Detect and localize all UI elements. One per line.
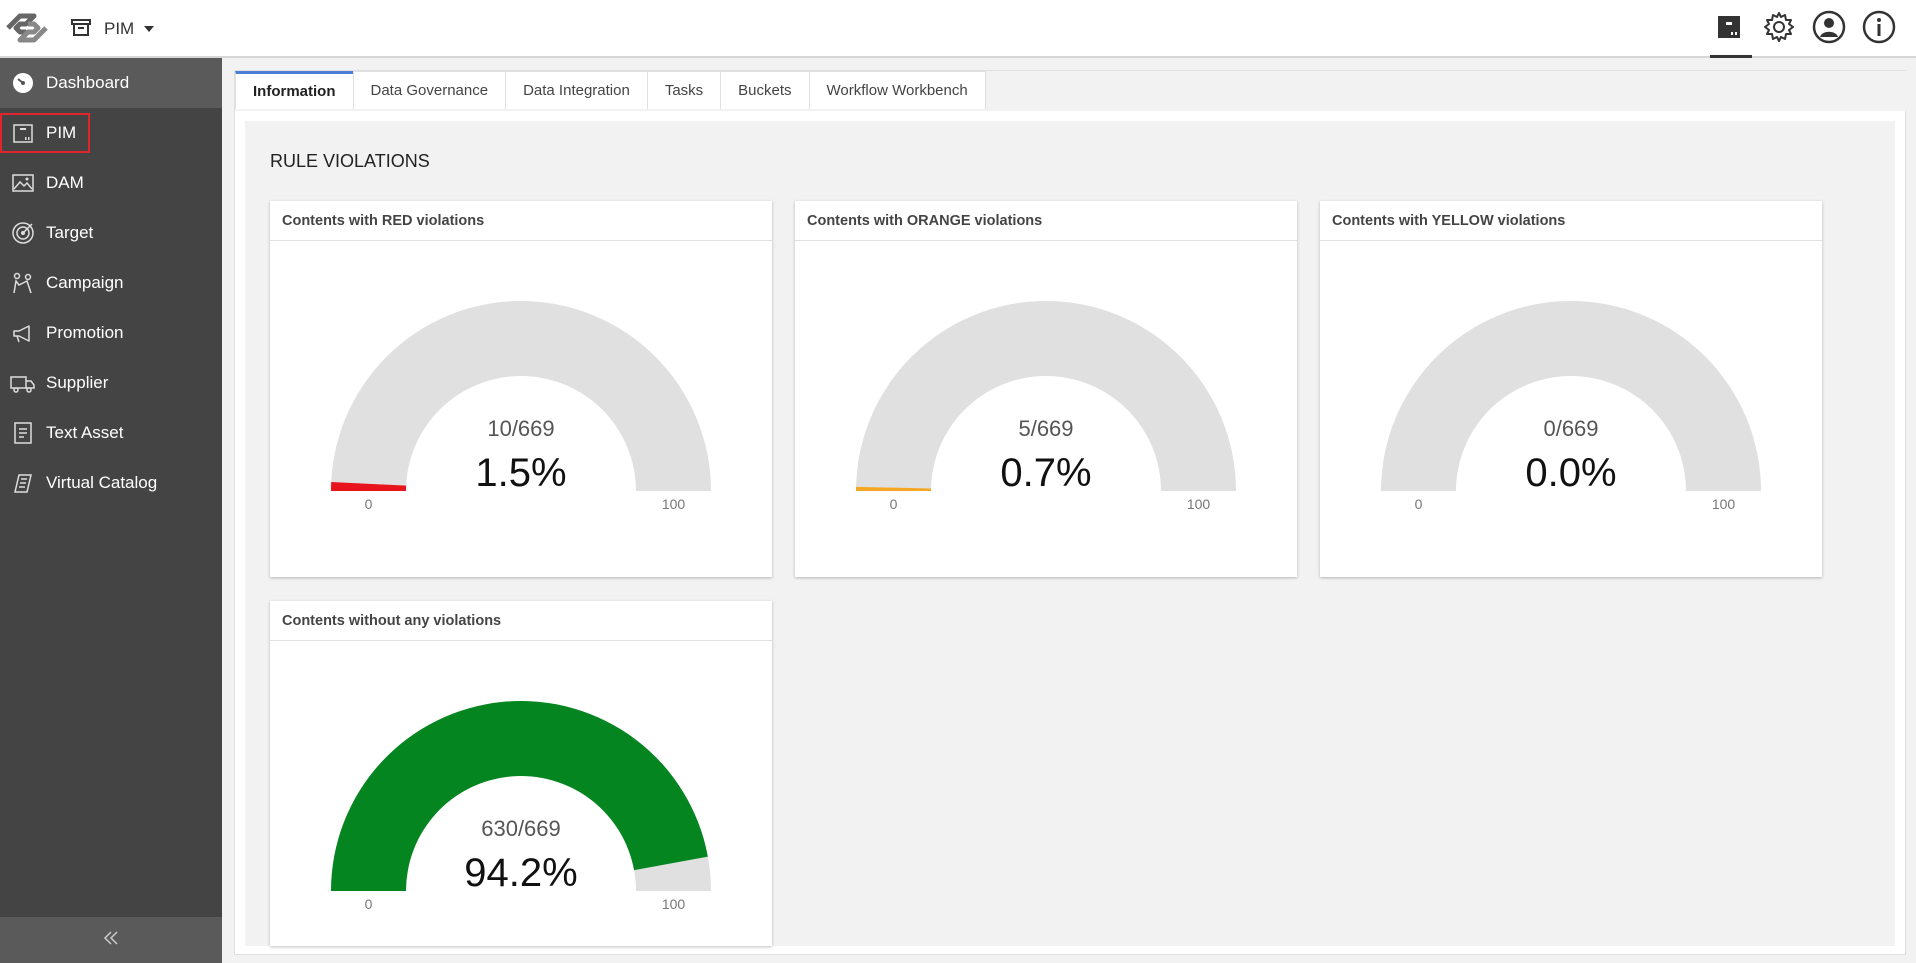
document-icon xyxy=(10,420,36,446)
sidebar-item-label: Promotion xyxy=(46,323,124,342)
catalog-icon xyxy=(10,470,36,496)
speedometer-icon xyxy=(10,70,36,96)
gauge-chart-yellow: 0/669 0.0% 0 100 xyxy=(1381,301,1761,512)
tab-tasks[interactable]: Tasks xyxy=(646,71,722,109)
gauge-card-title: Contents without any violations xyxy=(270,601,772,641)
sidebar-item-text-asset[interactable]: Text Asset xyxy=(0,408,222,458)
info-button[interactable] xyxy=(1860,0,1898,58)
gauge-track xyxy=(1381,301,1761,491)
sidebar-item-promotion[interactable]: Promotion xyxy=(0,308,222,358)
box-icon xyxy=(70,17,92,42)
user-profile-button[interactable] xyxy=(1810,0,1848,58)
company-logo-icon[interactable] xyxy=(4,8,50,48)
box-icon xyxy=(1715,13,1743,46)
gauge-chart-no-violations: 630/669 94.2% 0 100 xyxy=(331,701,711,912)
tab-data-integration[interactable]: Data Integration xyxy=(505,71,648,109)
user-icon xyxy=(1812,10,1846,49)
gauge-max-label: 100 xyxy=(1712,496,1736,512)
tab-workflow-workbench[interactable]: Workflow Workbench xyxy=(808,71,986,109)
sidebar-item-label: Virtual Catalog xyxy=(46,473,158,492)
gauge-card-title: Contents with ORANGE violations xyxy=(795,201,1297,241)
gauge-card-orange: Contents with ORANGE violations 5/669 0.7… xyxy=(795,201,1297,577)
gauge-card-yellow: Contents with YELLOW violations 0/669 0.0… xyxy=(1320,201,1822,577)
app-switcher-dropdown[interactable]: PIM xyxy=(70,14,155,44)
main-panel: Information Data Governance Data Integra… xyxy=(234,70,1907,955)
gauge-chart-orange: 5/669 0.7% 0 100 xyxy=(856,301,1236,512)
app-switcher-label: PIM xyxy=(104,19,135,38)
rule-violations-content: RULE VIOLATIONS Contents with RED violat… xyxy=(245,121,1895,946)
gauge-max-label: 100 xyxy=(662,896,686,912)
sidebar-item-label: Campaign xyxy=(46,273,124,292)
gauge-card-no-violations: Contents without any violations 630/669 9… xyxy=(270,601,772,946)
target-icon xyxy=(10,220,36,246)
sidebar-item-supplier[interactable]: Supplier xyxy=(0,358,222,408)
gauge-percent-label: 1.5% xyxy=(475,451,566,495)
campaign-icon xyxy=(10,270,36,296)
gauge-chart-red: 10/669 1.5% 0 100 xyxy=(331,301,711,512)
truck-icon xyxy=(10,370,36,396)
tab-bar: Information Data Governance Data Integra… xyxy=(235,71,1907,111)
sidebar-item-dam[interactable]: DAM xyxy=(0,158,222,208)
gauge-max-label: 100 xyxy=(662,496,686,512)
top-bar: PIM xyxy=(0,0,1916,58)
megaphone-icon xyxy=(10,320,36,346)
sidebar: Dashboard PIM DAM Target Campaign Promot… xyxy=(0,58,222,963)
gauge-count-label: 0/669 xyxy=(1543,416,1598,441)
sidebar-item-label: Supplier xyxy=(46,373,109,392)
gear-icon xyxy=(1763,11,1795,48)
double-chevron-left-icon xyxy=(102,929,120,952)
sidebar-item-campaign[interactable]: Campaign xyxy=(0,258,222,308)
gauge-track xyxy=(856,301,1236,491)
chevron-down-icon xyxy=(144,26,155,32)
sidebar-item-target[interactable]: Target xyxy=(0,208,222,258)
tab-data-governance[interactable]: Data Governance xyxy=(352,71,507,109)
sidebar-item-label: Dashboard xyxy=(46,73,130,92)
gauge-count-label: 5/669 xyxy=(1018,416,1073,441)
gauge-percent-label: 0.7% xyxy=(1000,451,1091,495)
gauge-track xyxy=(331,301,711,491)
gauge-value-arc xyxy=(331,482,407,491)
gauge-min-label: 0 xyxy=(890,496,898,512)
image-icon xyxy=(10,170,36,196)
tab-buckets[interactable]: Buckets xyxy=(720,71,810,109)
sidebar-item-label: Text Asset xyxy=(46,423,124,442)
gauge-min-label: 0 xyxy=(1415,496,1423,512)
gauge-min-label: 0 xyxy=(365,896,373,912)
tab-information[interactable]: Information xyxy=(235,71,354,109)
sidebar-item-label: Target xyxy=(46,223,94,242)
settings-button[interactable] xyxy=(1760,0,1798,58)
pim-module-button[interactable] xyxy=(1710,0,1752,58)
info-icon xyxy=(1862,10,1896,49)
collapse-sidebar-button[interactable] xyxy=(0,917,222,963)
sidebar-item-pim[interactable]: PIM xyxy=(0,113,90,153)
gauge-count-label: 10/669 xyxy=(487,416,554,441)
gauge-percent-label: 0.0% xyxy=(1525,451,1616,495)
sidebar-item-dashboard[interactable]: Dashboard xyxy=(0,58,222,108)
section-title: RULE VIOLATIONS xyxy=(270,151,430,171)
gauge-card-title: Contents with RED violations xyxy=(270,201,772,241)
sidebar-item-label: DAM xyxy=(46,173,84,192)
gauge-card-title: Contents with YELLOW violations xyxy=(1320,201,1822,241)
sidebar-item-virtual-catalog[interactable]: Virtual Catalog xyxy=(0,458,222,508)
gauge-max-label: 100 xyxy=(1187,496,1211,512)
gauge-value-arc xyxy=(331,701,708,891)
gauge-value-arc xyxy=(856,486,932,491)
gauge-card-red: Contents with RED violations 10/669 1.5% 0… xyxy=(270,201,772,577)
gauge-percent-label: 94.2% xyxy=(464,851,577,895)
sidebar-item-label: PIM xyxy=(46,123,77,142)
gauge-min-label: 0 xyxy=(365,496,373,512)
gauge-count-label: 630/669 xyxy=(481,816,561,841)
box-icon xyxy=(10,120,36,146)
